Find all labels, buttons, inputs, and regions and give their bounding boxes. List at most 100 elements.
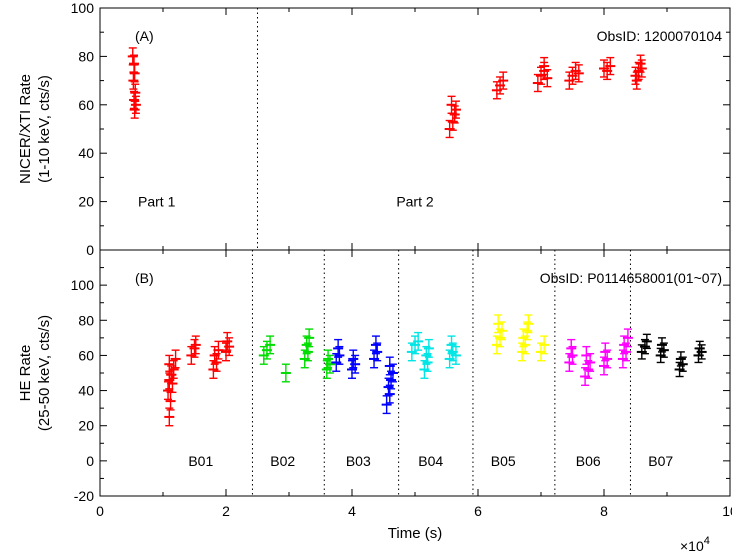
panel-a-ytick-label: 20	[78, 194, 94, 210]
panel-b-obsid: ObsID: P0114658001(01~07)	[540, 270, 722, 286]
x-axis-multiplier: ×104	[680, 535, 710, 554]
data-point	[333, 338, 344, 358]
data-point	[304, 328, 315, 348]
data-point	[675, 351, 686, 367]
panel-a-ytick-label: 60	[78, 97, 94, 113]
panel-b-ylabel-line2: (25-50 keV, cts/s)	[36, 315, 53, 431]
data-point	[127, 47, 138, 66]
data-point	[566, 338, 577, 358]
data-point	[211, 352, 222, 372]
data-point	[542, 69, 553, 88]
data-point	[129, 100, 140, 119]
panel-b-ytick-label: 80	[78, 312, 94, 328]
x-tick-label: 6	[474, 503, 482, 519]
data-point	[413, 331, 424, 351]
data-point	[334, 345, 345, 365]
data-point	[567, 345, 578, 365]
data-point	[581, 345, 592, 365]
data-point	[446, 335, 457, 355]
panel-b-ytick-label: 100	[71, 277, 95, 293]
data-point	[381, 395, 392, 415]
panel-b-ylabel-line1: HE Rate	[17, 345, 34, 402]
panel-a-obsid: ObsID: 1200070104	[597, 28, 723, 44]
panel-b-ytick-label: -20	[74, 488, 94, 504]
data-point	[422, 352, 433, 372]
data-point	[658, 342, 669, 358]
data-point	[164, 407, 175, 427]
data-point	[450, 345, 461, 365]
data-point	[600, 342, 611, 362]
panel-b-segment-label: B01	[188, 453, 213, 469]
data-point	[446, 95, 457, 114]
x-tick-label: 2	[222, 503, 230, 519]
data-point	[164, 354, 175, 374]
panel-b-ytick-label: 20	[78, 418, 94, 434]
data-point	[222, 331, 233, 351]
data-point	[384, 356, 395, 376]
panel-a-ytick-label: 40	[78, 145, 94, 161]
data-point	[641, 333, 652, 350]
data-point	[372, 342, 383, 362]
panel-b-panel-label: (B)	[135, 270, 154, 286]
panel-b-segment-label: B02	[270, 453, 295, 469]
data-point	[493, 314, 504, 334]
data-point	[605, 56, 616, 76]
panel-b-series-b07	[636, 333, 707, 378]
data-point	[130, 95, 141, 114]
x-tick-label: 10	[722, 503, 732, 519]
data-point	[128, 71, 139, 90]
data-point	[622, 328, 633, 348]
data-point	[383, 377, 394, 397]
panel-a-ylabel-line1: NICER/XTI Rate	[17, 74, 34, 184]
data-point	[189, 338, 200, 358]
panel-b-ytick-label: 0	[86, 453, 94, 469]
x-axis: Time (s) ×104	[388, 525, 710, 554]
x-tick-label: 4	[348, 503, 356, 519]
panel-b-series-b03	[331, 335, 398, 415]
data-point	[635, 54, 646, 73]
panel-a-ytick-label: 100	[71, 0, 95, 16]
panel-a-panel-label: (A)	[135, 28, 154, 44]
data-point	[539, 335, 550, 355]
panel-a-nicer: 0 20 40 60 80 100 NICER/XTI Rate (1-10 keV, cts…	[17, 0, 731, 258]
data-point	[165, 391, 176, 411]
data-point	[539, 56, 550, 76]
panel-b-segment-label: B03	[346, 453, 371, 469]
data-point	[523, 314, 534, 334]
data-point	[129, 64, 140, 83]
panel-b-segment-label: B04	[418, 453, 443, 469]
panel-b-series-b04	[406, 331, 461, 379]
x-axis-multiplier-exponent: 4	[704, 535, 710, 547]
panel-b-series-b06	[564, 328, 633, 386]
data-point	[323, 349, 334, 369]
panel-a-ytick-label: 0	[86, 242, 94, 258]
data-point	[573, 64, 584, 83]
data-point	[213, 340, 224, 360]
panel-a-frame	[99, 7, 731, 251]
data-point	[265, 335, 276, 355]
panel-b-segment-label: B07	[648, 453, 673, 469]
data-point	[384, 384, 395, 404]
data-point	[631, 71, 642, 90]
data-point	[423, 338, 434, 358]
panel-b-he: -200204060801000246810HE Rate(25-50 keV,…	[17, 249, 732, 519]
data-point	[656, 337, 667, 353]
panel-a-segment-label: Part 1	[138, 194, 176, 210]
panel-b-series-b01	[163, 331, 235, 427]
x-tick-label: 0	[96, 503, 104, 519]
panel-b-ytick-label: 40	[78, 383, 94, 399]
data-point	[370, 335, 381, 355]
x-tick-label: 8	[600, 503, 608, 519]
panel-a-ytick-label: 80	[78, 48, 94, 64]
data-point	[602, 349, 613, 369]
data-point	[170, 349, 181, 369]
panel-a-series-part-2	[444, 54, 647, 139]
data-point	[522, 321, 533, 341]
data-point	[564, 71, 575, 90]
panel-b-series-b02	[258, 328, 335, 383]
data-point	[696, 344, 707, 360]
data-point	[348, 349, 359, 369]
data-point	[190, 335, 201, 355]
panel-b-segment-label: B06	[576, 453, 601, 469]
